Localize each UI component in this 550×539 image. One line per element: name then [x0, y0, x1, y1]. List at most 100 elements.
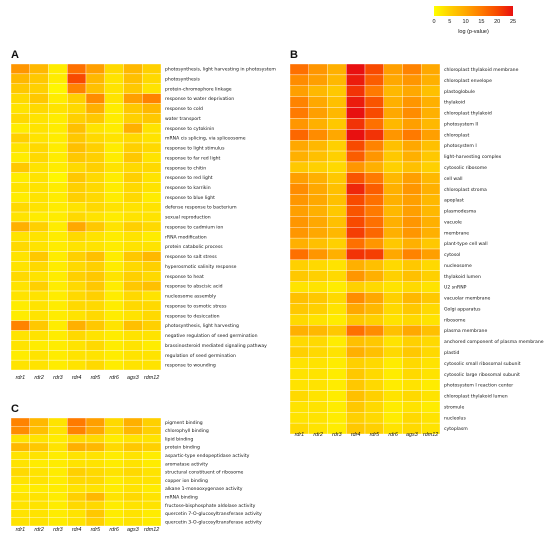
heatmap-cell — [67, 83, 87, 94]
heatmap-cell — [308, 96, 328, 108]
heatmap-cell — [123, 241, 143, 252]
heatmap-cell — [289, 346, 309, 358]
row-label: protein binding — [165, 445, 200, 451]
heatmap-cell — [289, 303, 309, 315]
row-label: ribosome — [444, 317, 466, 323]
heatmap-cell — [289, 401, 309, 413]
heatmap-cell — [123, 63, 143, 75]
heatmap-cell — [364, 74, 384, 86]
heatmap-cell — [67, 113, 87, 124]
column-label: rdr3 — [53, 527, 63, 533]
heatmap-cell — [421, 303, 441, 315]
heatmap-cell — [123, 330, 143, 341]
heatmap-cell — [421, 401, 441, 413]
heatmap-cell — [123, 426, 143, 435]
heatmap-cell — [104, 434, 124, 444]
heatmap-cell — [85, 231, 105, 242]
heatmap-cell — [289, 335, 309, 348]
row-label: plant-type cell wall — [444, 241, 488, 247]
heatmap-cell — [346, 194, 366, 206]
heatmap-cell — [85, 340, 105, 351]
heatmap-cell — [142, 310, 162, 321]
heatmap-cell — [346, 161, 366, 173]
heatmap-cell — [142, 231, 162, 242]
heatmap-cell — [346, 325, 366, 337]
heatmap-cell — [29, 271, 49, 282]
heatmap-cell — [104, 93, 124, 104]
heatmap-cell — [364, 346, 384, 358]
heatmap-cell — [123, 93, 143, 104]
heatmap-cell — [308, 216, 328, 228]
heatmap-cell — [67, 152, 87, 163]
heatmap-cell — [421, 237, 441, 250]
heatmap-cell — [308, 140, 328, 152]
heatmap-cell — [364, 357, 384, 369]
heatmap-cell — [421, 205, 441, 217]
heatmap-cell — [421, 150, 441, 163]
heatmap-cell — [308, 85, 328, 97]
heatmap-cell — [104, 271, 124, 282]
heatmap-cell — [104, 484, 124, 493]
heatmap-cell — [402, 85, 422, 97]
row-label: response to far red light — [165, 155, 221, 161]
heatmap-cell — [48, 182, 68, 193]
heatmap-cell — [346, 303, 366, 315]
row-label: chloroplast thylakoid — [444, 111, 492, 117]
heatmap-cell — [10, 280, 30, 292]
heatmap-cell — [29, 142, 49, 154]
heatmap-cell — [104, 417, 124, 427]
heatmap-cell — [123, 211, 143, 223]
heatmap-cell — [104, 492, 124, 502]
row-label: chloroplast thylakoid lumen — [444, 394, 508, 400]
heatmap-cell — [29, 320, 49, 331]
heatmap-cell — [123, 451, 143, 460]
heatmap-cell — [383, 172, 403, 184]
heatmap-cell — [48, 517, 68, 527]
row-label: chloroplast envelope — [444, 78, 492, 84]
heatmap-cell — [346, 85, 366, 97]
heatmap-cell — [10, 271, 30, 282]
heatmap-cell — [67, 509, 87, 518]
heatmap-cell — [327, 412, 347, 424]
heatmap-cell — [123, 221, 143, 232]
heatmap-cell — [104, 350, 124, 361]
heatmap-cell — [421, 140, 441, 152]
heatmap-cell — [48, 241, 68, 252]
heatmap-cell — [421, 172, 441, 184]
heatmap-cell — [29, 330, 49, 341]
heatmap-cell — [29, 426, 49, 435]
heatmap-cell — [10, 192, 30, 203]
heatmap-cell — [364, 335, 384, 348]
heatmap-cell — [308, 325, 328, 337]
heatmap-cell — [48, 93, 68, 104]
heatmap-cell — [346, 259, 366, 271]
heatmap-cell — [346, 216, 366, 228]
heatmap-cell — [48, 113, 68, 124]
heatmap-cell — [402, 325, 422, 337]
row-label: anchored component of plasma membrane — [444, 339, 544, 345]
heatmap-cell — [85, 93, 105, 104]
heatmap-cell — [104, 451, 124, 460]
heatmap-cell — [142, 517, 162, 527]
heatmap-cell — [308, 390, 328, 402]
heatmap-cell — [85, 251, 105, 262]
heatmap-cell — [10, 182, 30, 193]
heatmap-cell — [104, 261, 124, 272]
column-label: rdr6 — [109, 527, 119, 533]
heatmap-cell — [104, 132, 124, 144]
heatmap-cell — [421, 85, 441, 97]
row-label: water transport — [165, 116, 201, 122]
heatmap-cell — [364, 281, 384, 293]
heatmap-cell — [142, 290, 162, 302]
row-label: chloroplast stroma — [444, 187, 487, 193]
heatmap-cell — [67, 132, 87, 144]
heatmap-cell — [10, 172, 30, 183]
heatmap-cell — [308, 150, 328, 163]
heatmap-cell — [383, 248, 403, 261]
heatmap-cell — [142, 93, 162, 104]
heatmap-cell — [308, 357, 328, 369]
heatmap-cell — [142, 442, 162, 452]
column-label: rdr6 — [109, 375, 119, 381]
heatmap-cell — [402, 303, 422, 315]
heatmap-cell — [123, 231, 143, 242]
